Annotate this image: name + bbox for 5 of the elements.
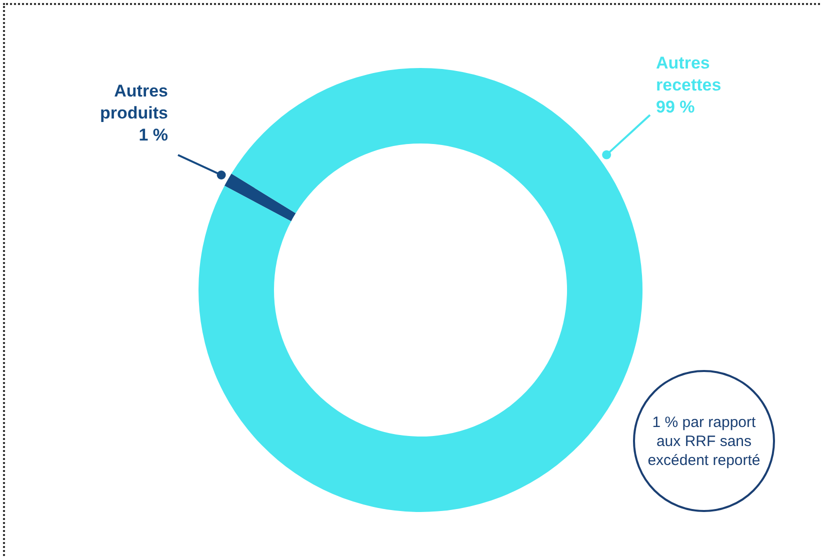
data-label: 1 % bbox=[138, 126, 168, 145]
text: 1 % par rapport aux RRF sans excédent reporté bbox=[633, 370, 775, 512]
slice-label: Autres produits bbox=[100, 82, 168, 123]
slice-label: Autres recettes bbox=[656, 54, 722, 95]
data-label: 99 % bbox=[656, 98, 695, 117]
